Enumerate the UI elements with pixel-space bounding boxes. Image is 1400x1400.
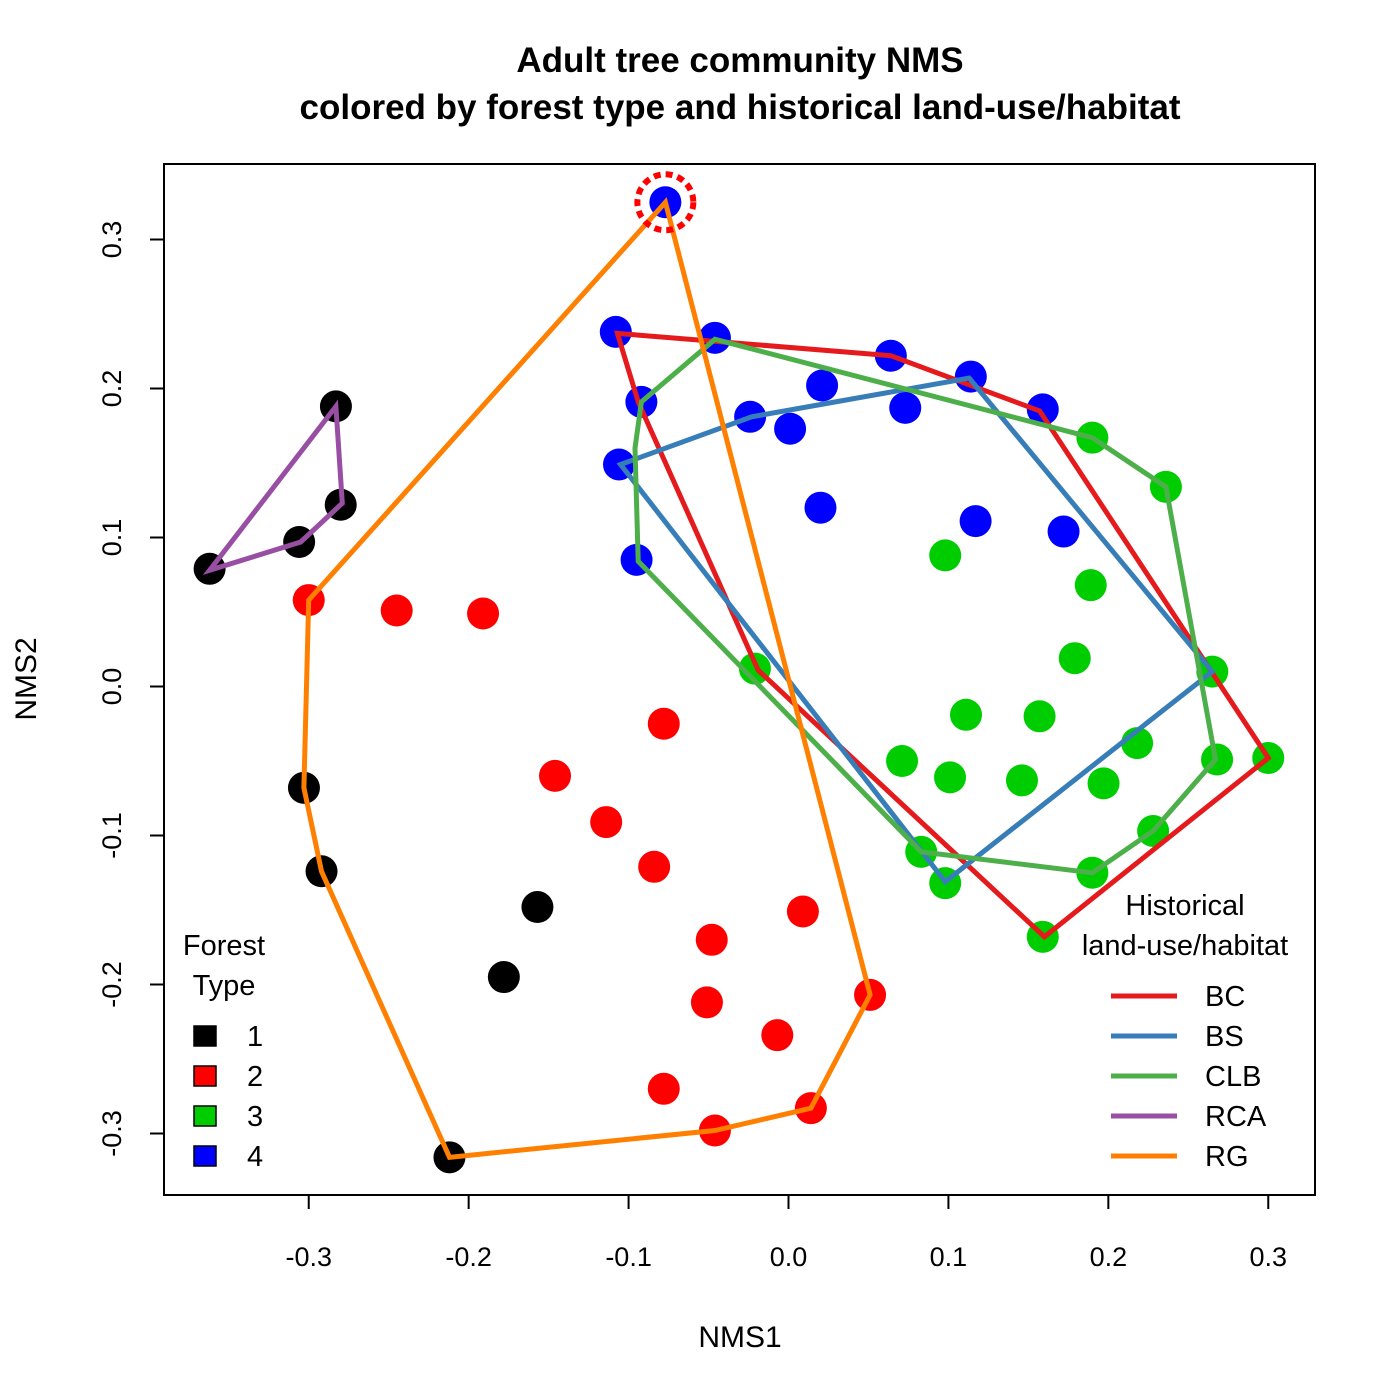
- data-point: [889, 391, 922, 424]
- y-tick-label: -0.1: [97, 812, 127, 859]
- forest-type-legend-title-line1: Forest: [183, 930, 265, 962]
- y-tick-label: 0.0: [97, 668, 127, 706]
- y-tick-label: 0.1: [97, 519, 127, 557]
- data-point: [380, 594, 413, 627]
- x-tick-label: 0.1: [930, 1242, 968, 1272]
- forest-type-swatch: [193, 1105, 217, 1127]
- data-point: [804, 491, 837, 524]
- data-point: [539, 759, 572, 792]
- data-point: [1005, 764, 1038, 797]
- habitat-label: CLB: [1205, 1061, 1261, 1093]
- data-point: [590, 806, 623, 839]
- data-point: [1023, 700, 1056, 733]
- data-point: [886, 745, 919, 777]
- forest-type-label: 2: [247, 1061, 263, 1093]
- highlight-ring: [634, 171, 697, 234]
- hull-rg: [301, 197, 873, 1160]
- hull-bc: [613, 330, 1272, 941]
- forest-type-legend-title-line2: Type: [193, 970, 256, 1002]
- forest-type-swatch: [193, 1145, 217, 1167]
- data-point: [950, 698, 983, 731]
- data-point: [1058, 642, 1091, 675]
- data-point: [786, 895, 819, 928]
- data-point: [1047, 515, 1080, 548]
- data-point: [959, 505, 992, 538]
- habitat-legend-title-line2: land-use/habitat: [1082, 930, 1288, 962]
- habitat-legend-title-line1: Historical: [1125, 890, 1244, 922]
- data-point: [1074, 569, 1107, 602]
- x-tick-label: -0.2: [445, 1242, 492, 1272]
- data-point: [521, 891, 554, 924]
- habitat-label: RG: [1205, 1141, 1249, 1173]
- data-point: [806, 369, 839, 402]
- forest-type-legend: Forest Type 1 2 3 4: [183, 930, 265, 1173]
- axes: -0.3 -0.2 -0.1 0.0 0.1 0.2 0.3 -0.3 -0.2 -0.1 0.0 0…: [97, 163, 1316, 1272]
- data-point: [647, 1072, 680, 1105]
- habitat-legend: Historical land-use/habitat BC BS CLB RCA RG: [1082, 890, 1288, 1173]
- forest-type-swatch: [193, 1025, 217, 1047]
- y-axis-label: NMS2: [10, 637, 43, 720]
- data-point: [487, 961, 520, 994]
- x-tick-label: -0.3: [285, 1242, 332, 1272]
- data-point: [1087, 767, 1120, 800]
- hull-clb: [632, 336, 1219, 876]
- data-point: [467, 597, 500, 630]
- x-tick-label: -0.1: [605, 1242, 652, 1272]
- plot-area: [193, 171, 1285, 1174]
- x-axis-label: NMS1: [698, 1321, 781, 1354]
- y-tick-label: -0.2: [97, 961, 127, 1008]
- plot-frame: [163, 163, 1316, 1196]
- data-point: [690, 986, 723, 1019]
- data-point: [1026, 393, 1059, 426]
- data-point: [761, 1019, 794, 1052]
- hull-rca: [202, 399, 345, 576]
- forest-type-label: 1: [247, 1021, 263, 1053]
- data-point: [647, 707, 680, 740]
- forest-type-label: 3: [247, 1101, 263, 1133]
- habitat-label: RCA: [1205, 1101, 1267, 1133]
- data-point: [929, 539, 962, 572]
- habitat-label: BC: [1205, 981, 1245, 1013]
- y-tick-label: -0.3: [97, 1110, 127, 1157]
- data-point: [934, 761, 967, 794]
- x-tick-label: 0.0: [770, 1242, 808, 1272]
- y-tick-label: 0.3: [97, 221, 127, 259]
- hull-bs: [616, 375, 1216, 886]
- x-tick-label: 0.2: [1090, 1242, 1128, 1272]
- forest-type-label: 4: [247, 1141, 263, 1173]
- forest-type-swatch: [193, 1065, 217, 1087]
- chart-title: Adult tree community NMS: [516, 41, 963, 80]
- data-point: [638, 850, 671, 883]
- y-tick-label: 0.2: [97, 370, 127, 408]
- habitat-label: BS: [1205, 1021, 1244, 1053]
- data-point: [774, 412, 807, 445]
- chart-subtitle: colored by forest type and historical la…: [300, 88, 1181, 127]
- data-point: [695, 923, 728, 956]
- x-tick-label: 0.3: [1249, 1242, 1287, 1272]
